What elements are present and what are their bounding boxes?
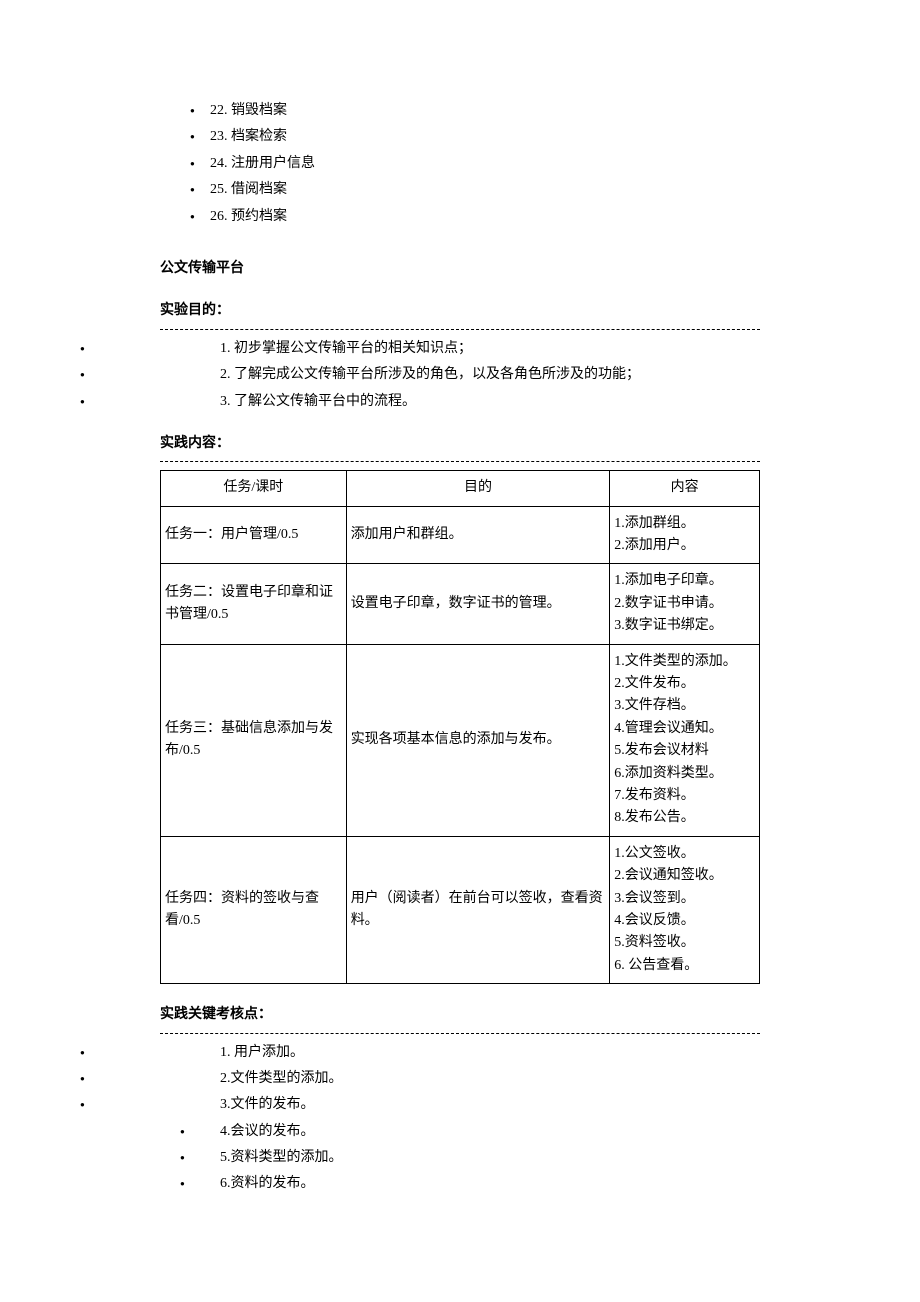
- list-item: 2. 了解完成公文传输平台所涉及的角色，以及各角色所涉及的功能；: [160, 364, 760, 386]
- list-item: 5.资料类型的添加。: [160, 1147, 760, 1169]
- assessment-list: 1. 用户添加。 2.文件类型的添加。 3.文件的发布。 4.会议的发布。 5.…: [160, 1042, 760, 1196]
- table-row: 任务三：基础信息添加与发布/0.5 实现各项基本信息的添加与发布。 1.文件类型…: [161, 644, 760, 836]
- objectives-heading: 实验目的：: [160, 300, 760, 322]
- list-item: 3. 了解公文传输平台中的流程。: [160, 391, 760, 413]
- task-cell: 任务一：用户管理/0.5: [161, 506, 347, 564]
- list-item: 3.文件的发布。: [160, 1094, 760, 1116]
- purpose-cell: 实现各项基本信息的添加与发布。: [346, 644, 610, 836]
- content-cell: 1.公文签收。 2.会议通知签收。 3.会议签到。 4.会议反馈。 5.资料签收…: [610, 836, 760, 983]
- purpose-cell: 设置电子印章，数字证书的管理。: [346, 564, 610, 644]
- content-cell: 1.添加群组。 2.添加用户。: [610, 506, 760, 564]
- list-item: 22. 销毁档案: [190, 100, 760, 122]
- list-item: 1. 初步掌握公文传输平台的相关知识点；: [160, 338, 760, 360]
- list-item: 26. 预约档案: [190, 206, 760, 228]
- list-item: 2.文件类型的添加。: [160, 1068, 760, 1090]
- objectives-list: 1. 初步掌握公文传输平台的相关知识点； 2. 了解完成公文传输平台所涉及的角色…: [160, 338, 760, 413]
- table-header: 内容: [610, 471, 760, 506]
- top-archive-list: 22. 销毁档案 23. 档案检索 24. 注册用户信息 25. 借阅档案 26…: [190, 100, 760, 228]
- list-item: 24. 注册用户信息: [190, 153, 760, 175]
- task-cell: 任务四：资料的签收与查看/0.5: [161, 836, 347, 983]
- divider: [160, 329, 760, 330]
- content-cell: 1.文件类型的添加。 2.文件发布。 3.文件存档。 4.管理会议通知。 5.发…: [610, 644, 760, 836]
- tasks-table: 任务/课时 目的 内容 任务一：用户管理/0.5 添加用户和群组。 1.添加群组…: [160, 470, 760, 984]
- table-row: 任务四：资料的签收与查看/0.5 用户（阅读者）在前台可以签收，查看资料。 1.…: [161, 836, 760, 983]
- list-item: 1. 用户添加。: [160, 1042, 760, 1064]
- table-row: 任务一：用户管理/0.5 添加用户和群组。 1.添加群组。 2.添加用户。: [161, 506, 760, 564]
- table-header: 任务/课时: [161, 471, 347, 506]
- content-heading: 实践内容：: [160, 433, 760, 455]
- divider: [160, 461, 760, 462]
- purpose-cell: 添加用户和群组。: [346, 506, 610, 564]
- list-item: 23. 档案检索: [190, 126, 760, 148]
- divider: [160, 1033, 760, 1034]
- list-item: 25. 借阅档案: [190, 179, 760, 201]
- task-cell: 任务二：设置电子印章和证书管理/0.5: [161, 564, 347, 644]
- purpose-cell: 用户（阅读者）在前台可以签收，查看资料。: [346, 836, 610, 983]
- task-cell: 任务三：基础信息添加与发布/0.5: [161, 644, 347, 836]
- table-row: 任务二：设置电子印章和证书管理/0.5 设置电子印章，数字证书的管理。 1.添加…: [161, 564, 760, 644]
- platform-title: 公文传输平台: [160, 258, 760, 280]
- table-header: 目的: [346, 471, 610, 506]
- content-cell: 1.添加电子印章。 2.数字证书申请。 3.数字证书绑定。: [610, 564, 760, 644]
- table-header-row: 任务/课时 目的 内容: [161, 471, 760, 506]
- list-item: 4.会议的发布。: [160, 1121, 760, 1143]
- list-item: 6.资料的发布。: [160, 1173, 760, 1195]
- assessment-heading: 实践关键考核点：: [160, 1004, 760, 1026]
